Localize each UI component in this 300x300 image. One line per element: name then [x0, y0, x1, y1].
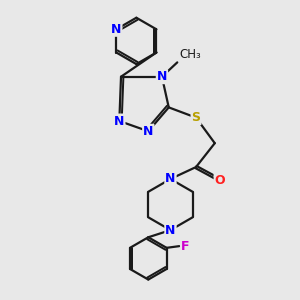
Text: CH₃: CH₃: [179, 48, 201, 61]
Text: N: N: [114, 115, 124, 128]
Text: S: S: [191, 111, 200, 124]
Text: N: N: [157, 70, 167, 83]
Text: O: O: [214, 173, 225, 187]
Text: N: N: [111, 23, 122, 36]
Text: N: N: [143, 125, 154, 138]
Text: N: N: [165, 172, 176, 185]
Text: N: N: [165, 224, 176, 237]
Text: F: F: [181, 240, 190, 253]
